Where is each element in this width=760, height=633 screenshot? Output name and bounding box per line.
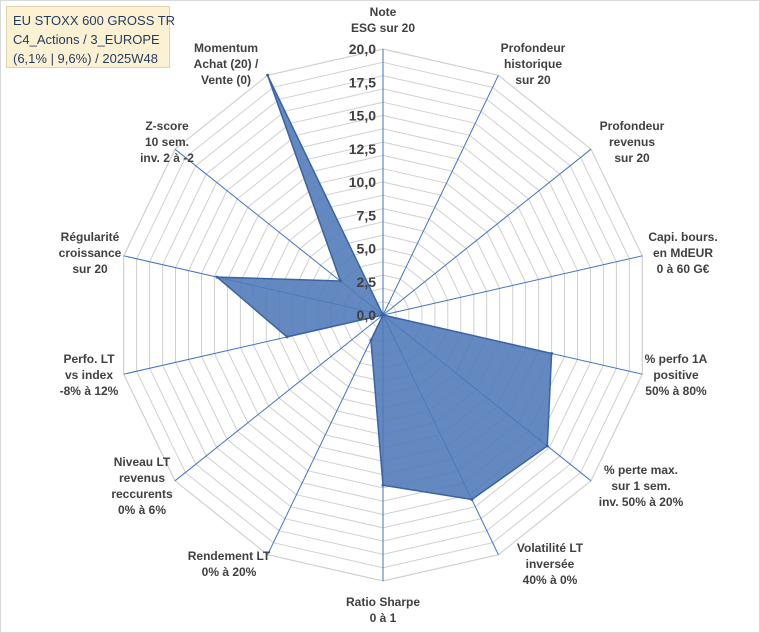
radial-tick-labels: 0,0 2,5 5,0 7,5 10,0 12,5 15,0 17,5 20,0 (349, 41, 376, 323)
axis-label-line: Profondeur (600, 119, 665, 133)
axis-label-line: inv. 2 à -2 (140, 151, 194, 165)
data-point (215, 275, 219, 279)
tick-label: 20,0 (349, 41, 376, 57)
axis-label-line: 0% à 20% (202, 565, 257, 579)
axis-label: Volatilité LT inversée 40% à 0% (517, 541, 584, 587)
tick-label: 2,5 (357, 274, 377, 290)
axis-label: Niveau LT revenus reccurents 0% à 6% (111, 455, 173, 517)
axis-label-line: Régularité (61, 230, 120, 244)
axis-label-line: sur 20 (614, 151, 650, 165)
axis-spoke (174, 314, 384, 482)
axis-label-line: Profondeur (501, 41, 566, 55)
tick-label: 15,0 (349, 108, 376, 124)
axis-label-line: Rendement LT (188, 549, 271, 563)
axis-label: Z-score 10 sem. inv. 2 à -2 (140, 119, 194, 165)
axis-label: Régularité croissance sur 20 (59, 230, 122, 276)
axis-label-line: % perfo 1A (645, 352, 708, 366)
data-point (550, 352, 554, 355)
axis-label-line: Achat (20) / (194, 57, 259, 71)
axis-labels: Note ESG sur 20 Profondeur historique sur 20… (59, 5, 718, 625)
data-point (266, 73, 270, 77)
chart-title-line-2: C4_Actions / 3_EUROPE (13, 32, 160, 47)
tick-label: 0,0 (357, 307, 377, 323)
axis-label-line: revenus (609, 135, 655, 149)
axis-label: Profondeur historique sur 20 (501, 41, 566, 87)
tick-label: 10,0 (349, 174, 376, 190)
axis-spoke (267, 314, 384, 555)
axis-label: Perfo. LT vs index -8% à 12% (60, 352, 119, 398)
data-point (285, 335, 289, 339)
axis-label-line: Niveau LT (114, 455, 171, 469)
axis-label-line: en MdEUR (653, 246, 713, 260)
axis-label-line: Capi. bours. (648, 230, 717, 244)
chart-title-box: EU STOXX 600 GROSS TR C4_Actions / 3_EUR… (6, 6, 176, 68)
radar-series (214, 73, 554, 501)
axis-label-line: -8% à 12% (60, 384, 119, 398)
axis-label-line: Volatilité LT (517, 541, 584, 555)
axis-label: Capi. bours. en MdEUR 0 à 60 G€ (648, 230, 717, 276)
axis-label-line: Perfo. LT (63, 352, 115, 366)
axis-label-line: 40% à 0% (523, 573, 578, 587)
axis-label-line: 0 à 1 (370, 611, 397, 625)
axis-label-line: inversée (526, 557, 575, 571)
chart-title-line-1: EU STOXX 600 GROSS TR (13, 13, 176, 28)
axis-label: % perte max. sur 1 sem. inv. 50% à 20% (599, 463, 684, 509)
axis-label-line: % perte max. (604, 463, 678, 477)
axis-label-line: Z-score (145, 119, 189, 133)
data-point (369, 338, 373, 342)
axis-label-line: reccurents (111, 487, 173, 501)
axis-label-line: sur 1 sem. (611, 479, 670, 493)
series-area (214, 74, 553, 501)
tick-label: 7,5 (357, 207, 377, 223)
axis-label-line: 10 sem. (145, 135, 189, 149)
data-point (381, 483, 385, 487)
axis-label-line: 0 à 60 G€ (657, 262, 710, 276)
axis-label-line: positive (653, 368, 699, 382)
axis-label: Ratio Sharpe 0 à 1 (346, 595, 420, 625)
axis-label-line: historique (504, 57, 562, 71)
axis-label: % perfo 1A positive 50% à 80% (645, 352, 708, 398)
axis-label-line: Momentum (194, 41, 258, 55)
tick-label: 17,5 (349, 74, 376, 90)
tick-label: 5,0 (357, 241, 377, 257)
axis-label-line: sur 20 (72, 262, 108, 276)
axis-label-line: croissance (59, 246, 122, 260)
axis-spoke (382, 148, 592, 316)
data-point (381, 313, 385, 317)
tick-label: 12,5 (349, 141, 376, 157)
axis-label-line: 0% à 6% (118, 503, 166, 517)
axis-label: Note ESG sur 20 (351, 5, 415, 35)
axis-label-line: vs index (65, 368, 113, 382)
data-point (545, 444, 549, 448)
axis-label-line: sur 20 (515, 73, 551, 87)
data-point (338, 279, 342, 283)
axis-label-line: Ratio Sharpe (346, 595, 420, 609)
axis-label-line: Note (370, 5, 397, 19)
axis-spoke (382, 75, 499, 316)
axis-label-line: inv. 50% à 20% (599, 495, 684, 509)
axis-label: Rendement LT 0% à 20% (188, 549, 271, 579)
axis-label: Momentum Achat (20) / Vente (0) (194, 41, 259, 87)
axis-label-line: 50% à 80% (645, 384, 707, 398)
chart-title-line-3: (6,1% | 9,6%) / 2025W48 (13, 51, 159, 66)
axis-label-line: revenus (119, 471, 165, 485)
axis-label-line: Vente (0) (201, 73, 251, 87)
axis-spoke (382, 255, 643, 316)
data-point (470, 498, 474, 501)
axis-label: Profondeur revenus sur 20 (600, 119, 665, 165)
axis-label-line: ESG sur 20 (351, 21, 415, 35)
